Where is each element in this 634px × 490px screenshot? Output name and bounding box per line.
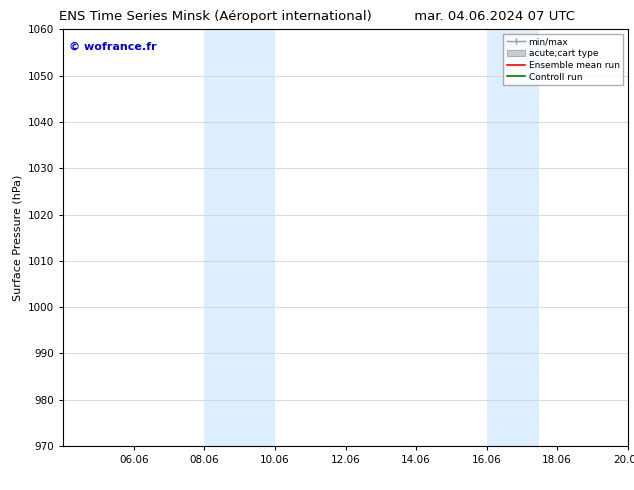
Bar xyxy=(487,29,540,446)
Y-axis label: Surface Pressure (hPa): Surface Pressure (hPa) xyxy=(13,174,23,301)
Bar xyxy=(204,29,275,446)
Legend: min/max, acute;cart type, Ensemble mean run, Controll run: min/max, acute;cart type, Ensemble mean … xyxy=(503,34,623,85)
Text: ENS Time Series Minsk (Aéroport international)          mar. 04.06.2024 07 UTC: ENS Time Series Minsk (Aéroport internat… xyxy=(59,10,575,23)
Text: © wofrance.fr: © wofrance.fr xyxy=(69,42,157,52)
